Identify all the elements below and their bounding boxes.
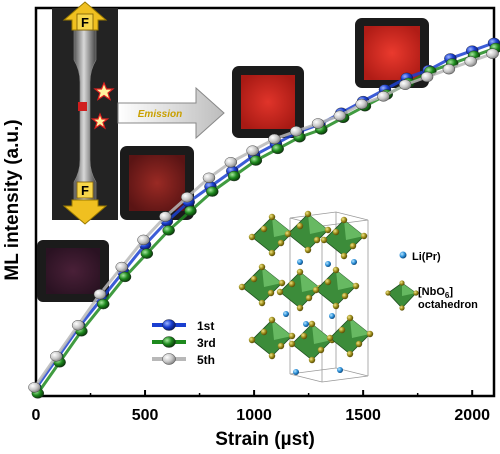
data-point bbox=[442, 63, 456, 75]
li-atom bbox=[325, 261, 331, 267]
data-point bbox=[290, 126, 303, 137]
emission-square-bright bbox=[355, 18, 429, 88]
data-point bbox=[399, 79, 412, 90]
force-label-top: F bbox=[81, 15, 89, 30]
octahedron bbox=[284, 210, 332, 254]
emission-arrow: Emission bbox=[117, 86, 225, 140]
legend: 1st 3rd 5th bbox=[152, 319, 216, 367]
legend-marker bbox=[162, 319, 176, 331]
li-atom bbox=[293, 369, 299, 375]
li-legend-label: Li(Pr) bbox=[412, 251, 441, 263]
data-point bbox=[420, 71, 434, 83]
data-point bbox=[159, 211, 172, 222]
series-line bbox=[34, 41, 495, 390]
data-point bbox=[377, 91, 390, 102]
octahedron bbox=[320, 216, 368, 260]
emission-spot bbox=[78, 102, 87, 111]
octahedron-legend-icon bbox=[385, 280, 419, 311]
crystal-structure-inset: Li(Pr) [NbO6] octahedron bbox=[238, 210, 478, 383]
li-atom bbox=[283, 311, 289, 317]
data-point bbox=[93, 289, 107, 300]
li-atom bbox=[303, 321, 309, 327]
octahedron bbox=[238, 263, 286, 307]
octahedron bbox=[326, 314, 374, 358]
x-tick-label: 1000 bbox=[236, 407, 272, 424]
spark-star-icon bbox=[90, 112, 110, 130]
y-axis-label: ML intensity (a.u.) bbox=[2, 119, 23, 280]
data-point bbox=[486, 48, 499, 59]
series-line bbox=[36, 46, 497, 395]
li-atoms bbox=[283, 259, 357, 375]
octahedron bbox=[248, 316, 296, 360]
data-point bbox=[355, 98, 368, 110]
emission-square-medium bbox=[232, 66, 304, 138]
x-tick-label: 0 bbox=[32, 407, 41, 424]
legend-label: 5th bbox=[197, 353, 215, 367]
tensile-specimen-illustration: F F bbox=[52, 1, 118, 225]
data-point bbox=[202, 172, 216, 184]
x-axis-label: Strain (µst) bbox=[215, 429, 315, 450]
octahedron bbox=[312, 266, 360, 310]
emission-square-weak bbox=[120, 146, 194, 220]
force-arrow-bottom-icon bbox=[62, 199, 108, 225]
data-point bbox=[71, 320, 85, 331]
data-point bbox=[97, 298, 110, 310]
legend-label: 3rd bbox=[197, 336, 216, 350]
data-point bbox=[227, 170, 241, 182]
legend-marker bbox=[162, 353, 176, 365]
emission-label: Emission bbox=[138, 109, 182, 120]
series-3rd bbox=[31, 42, 500, 399]
nbo6-octahedra bbox=[238, 210, 374, 364]
data-point bbox=[268, 133, 281, 145]
x-tick-label: 2000 bbox=[454, 407, 490, 424]
data-point bbox=[311, 118, 325, 129]
octahedron-legend-label-2: octahedron bbox=[418, 299, 478, 311]
data-point bbox=[118, 271, 132, 283]
legend-label: 1st bbox=[197, 319, 214, 333]
x-tick-label: 500 bbox=[132, 407, 159, 424]
spark-star-icon bbox=[93, 81, 115, 101]
force-label-bottom: F bbox=[81, 183, 89, 198]
li-atom bbox=[329, 313, 335, 319]
emission-square-dark bbox=[37, 240, 109, 302]
li-legend-icon bbox=[399, 251, 407, 259]
x-tick-label: 1500 bbox=[345, 407, 381, 424]
data-series bbox=[28, 37, 500, 399]
data-point bbox=[464, 56, 477, 67]
data-point bbox=[180, 192, 194, 203]
data-point bbox=[271, 143, 284, 155]
li-atom bbox=[351, 259, 357, 265]
data-point bbox=[333, 110, 347, 121]
li-atom bbox=[337, 367, 343, 373]
data-point bbox=[224, 157, 237, 168]
data-point bbox=[206, 186, 219, 197]
data-point bbox=[137, 234, 150, 246]
series-5th bbox=[28, 48, 499, 393]
x-axis-ticks: 0 500 1000 1500 2000 bbox=[32, 390, 490, 424]
li-atom bbox=[297, 259, 303, 265]
data-point bbox=[249, 155, 263, 166]
octahedron-legend-label: [NbO6] bbox=[418, 286, 453, 300]
data-point bbox=[184, 205, 197, 217]
data-point bbox=[50, 351, 63, 362]
data-point bbox=[28, 382, 41, 393]
series-line bbox=[33, 52, 493, 389]
data-point bbox=[140, 248, 154, 259]
data-point bbox=[162, 225, 175, 236]
data-point bbox=[246, 145, 259, 156]
data-point bbox=[115, 261, 128, 273]
legend-marker bbox=[162, 336, 176, 348]
